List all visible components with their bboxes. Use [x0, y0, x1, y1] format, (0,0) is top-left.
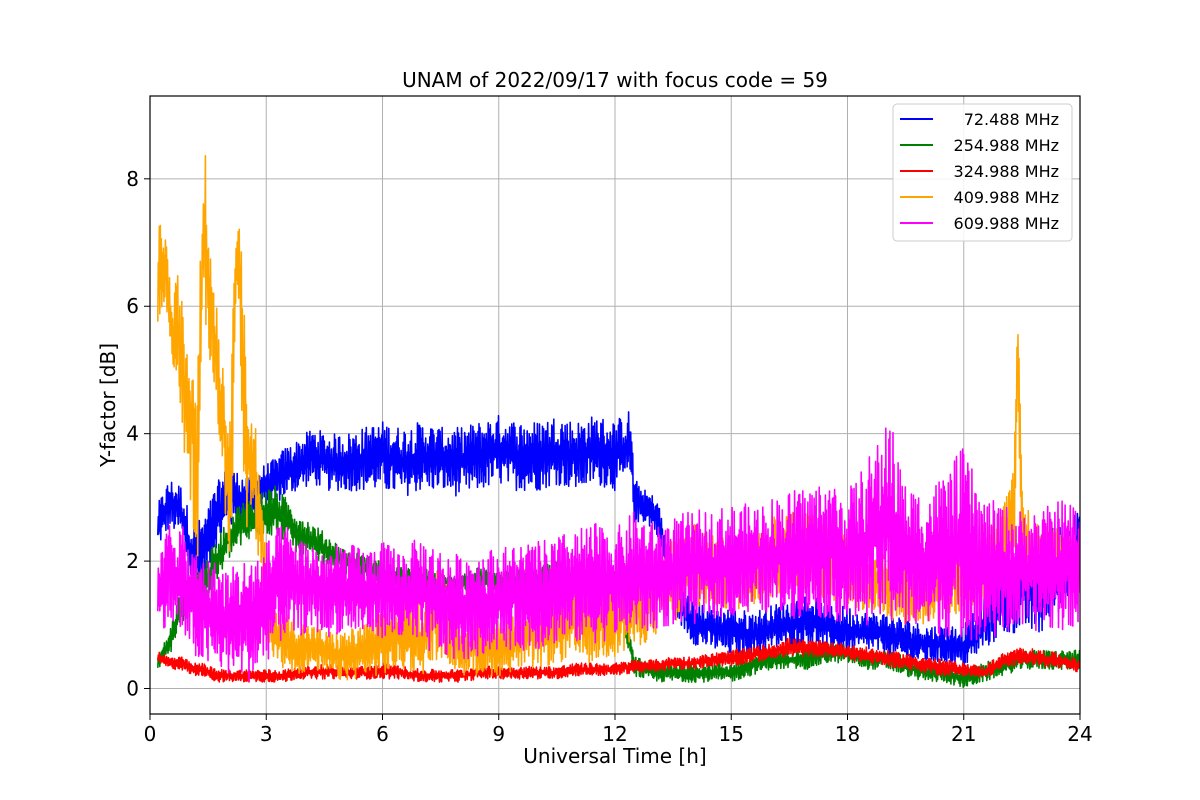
series-layer [157, 155, 1080, 689]
x-tick-label: 12 [602, 722, 627, 746]
chart-title: UNAM of 2022/09/17 with focus code = 59 [402, 68, 828, 92]
x-tick-label: 3 [260, 722, 273, 746]
y-axis-label: Y-factor [dB] [96, 343, 120, 468]
x-tick-label: 0 [144, 722, 157, 746]
y-tick-label: 4 [126, 422, 139, 446]
x-axis-label: Universal Time [h] [523, 744, 706, 768]
series-line [157, 427, 1080, 682]
x-tick-label: 9 [492, 722, 505, 746]
series-line [157, 637, 1080, 683]
series-line [157, 155, 1080, 681]
y-tick-label: 8 [126, 167, 139, 191]
x-tick-label: 24 [1067, 722, 1092, 746]
legend-label: 409.988 MHz [954, 188, 1059, 207]
legend: 72.488 MHz 254.988 MHz 324.988 MHz 409.988 … [892, 103, 1073, 242]
x-tick-label: 6 [376, 722, 389, 746]
legend-label: 324.988 MHz [954, 162, 1059, 181]
x-tick-label: 21 [951, 722, 976, 746]
legend-label: 609.988 MHz [954, 214, 1059, 233]
legend-box [892, 103, 1073, 242]
legend-label: 72.488 MHz [959, 110, 1059, 129]
y-tick-label: 2 [126, 549, 139, 573]
y-tick-label: 0 [126, 677, 139, 701]
x-tick-label: 15 [719, 722, 744, 746]
y-tick-label: 6 [126, 294, 139, 318]
legend-label: 254.988 MHz [954, 136, 1059, 155]
x-tick-label: 18 [835, 722, 860, 746]
